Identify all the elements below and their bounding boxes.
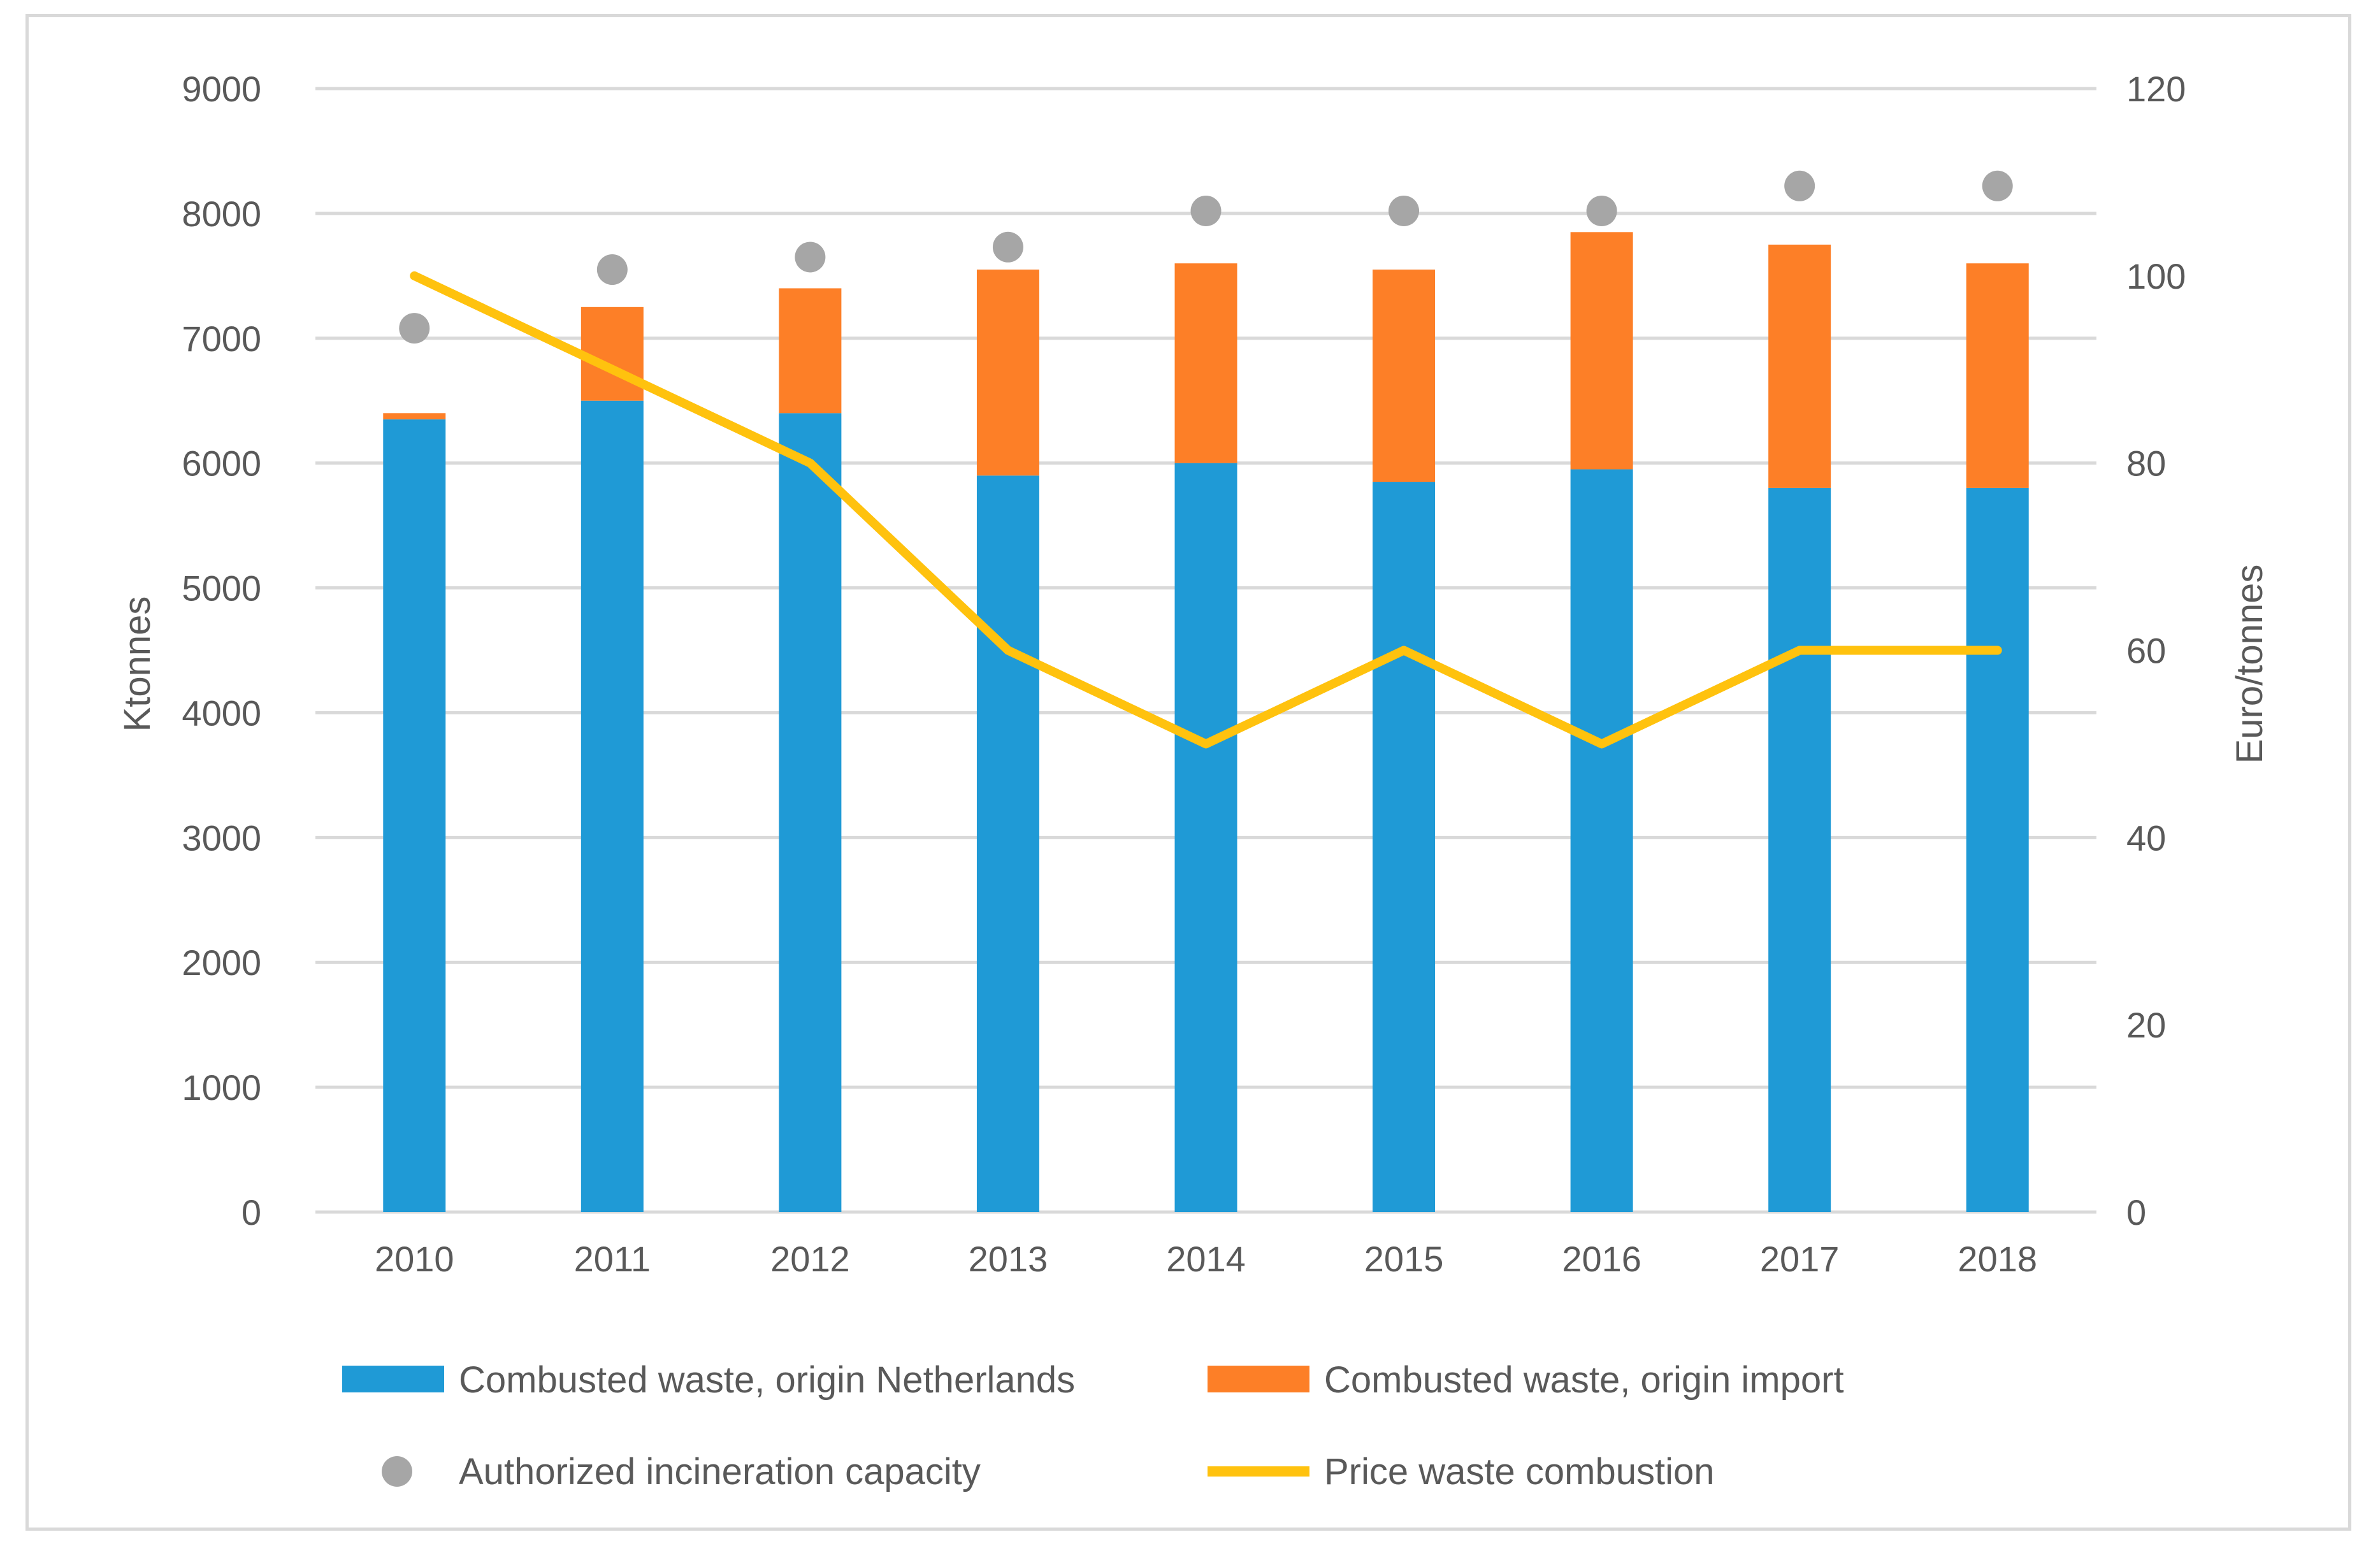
y-tick-label: 3000 bbox=[182, 818, 261, 858]
legend-item-netherlands: Combusted waste, origin Netherlands bbox=[342, 1359, 1075, 1401]
chart-frame: 0 1000 2000 3000 4000 5000 6000 7000 8000 9000 0 2… bbox=[25, 14, 2351, 1531]
bar-netherlands bbox=[1373, 482, 1436, 1212]
bar-netherlands bbox=[1768, 488, 1831, 1212]
legend-item-import: Combusted waste, origin import bbox=[1208, 1359, 1844, 1401]
legend-label-import: Combusted waste, origin import bbox=[1324, 1359, 1844, 1401]
y-tick-label: 8000 bbox=[182, 194, 261, 234]
y2-tick-label: 120 bbox=[2126, 69, 2186, 109]
bar-import bbox=[1570, 232, 1633, 470]
bar-import bbox=[779, 288, 842, 414]
capacity-dot bbox=[992, 231, 1023, 263]
bar-import bbox=[1966, 263, 2029, 488]
x-axis-ticks: 2010 2011 2012 2013 2014 2015 2016 2017 2018 bbox=[375, 1239, 2037, 1279]
bar-import bbox=[1768, 244, 1831, 488]
y-tick-label: 9000 bbox=[182, 69, 261, 109]
bar-import bbox=[1174, 263, 1237, 463]
combo-chart: 0 1000 2000 3000 4000 5000 6000 7000 8000 9000 0 2… bbox=[117, 69, 2270, 1492]
bar-import bbox=[976, 270, 1039, 476]
bar-import bbox=[1373, 270, 1436, 482]
legend: Combusted waste, origin Netherlands Comb… bbox=[342, 1359, 1844, 1492]
bar-import bbox=[581, 307, 644, 401]
legend-item-price: Price waste combustion bbox=[1208, 1451, 1714, 1492]
y-tick-label: 2000 bbox=[182, 943, 261, 983]
x-tick-label: 2018 bbox=[1958, 1239, 2037, 1279]
y-tick-label: 4000 bbox=[182, 693, 261, 733]
x-tick-label: 2016 bbox=[1562, 1239, 1641, 1279]
y2-tick-label: 60 bbox=[2126, 631, 2166, 671]
y-tick-label: 5000 bbox=[182, 568, 261, 609]
right-axis-ticks: 0 20 40 60 80 100 120 bbox=[2126, 69, 2186, 1232]
left-axis-title: Ktonnes bbox=[117, 596, 158, 732]
legend-label-price: Price waste combustion bbox=[1324, 1451, 1714, 1492]
x-tick-label: 2010 bbox=[375, 1239, 454, 1279]
capacity-dot bbox=[795, 242, 826, 273]
y-tick-label: 1000 bbox=[182, 1067, 261, 1108]
y2-tick-label: 80 bbox=[2126, 444, 2166, 484]
bars bbox=[383, 232, 2029, 1213]
legend-swatch-capacity bbox=[382, 1456, 412, 1487]
price-line bbox=[410, 271, 2002, 749]
bar-netherlands bbox=[779, 413, 842, 1213]
legend-label-netherlands: Combusted waste, origin Netherlands bbox=[459, 1359, 1075, 1401]
x-tick-label: 2017 bbox=[1760, 1239, 1840, 1279]
capacity-dot bbox=[399, 313, 430, 344]
bar-netherlands bbox=[581, 400, 644, 1213]
x-tick-label: 2014 bbox=[1166, 1239, 1246, 1279]
y2-tick-label: 40 bbox=[2126, 818, 2166, 858]
legend-swatch-netherlands bbox=[342, 1366, 444, 1392]
x-tick-label: 2013 bbox=[969, 1239, 1048, 1279]
x-tick-label: 2011 bbox=[574, 1239, 651, 1279]
y-tick-label: 7000 bbox=[182, 319, 261, 359]
bar-netherlands bbox=[1174, 463, 1237, 1212]
y-tick-label: 6000 bbox=[182, 444, 261, 484]
y2-tick-label: 0 bbox=[2126, 1192, 2146, 1232]
bar-netherlands bbox=[976, 475, 1039, 1212]
legend-item-capacity: Authorized incineration capacity bbox=[382, 1451, 981, 1492]
bar-netherlands bbox=[383, 419, 446, 1213]
y2-tick-label: 20 bbox=[2126, 1005, 2166, 1045]
capacity-dot bbox=[596, 254, 628, 285]
capacity-dot bbox=[1190, 195, 1222, 226]
right-axis-title: Euro/tonnes bbox=[2229, 565, 2270, 764]
capacity-dot bbox=[1982, 170, 2013, 201]
x-tick-label: 2015 bbox=[1364, 1239, 1444, 1279]
legend-swatch-import bbox=[1208, 1366, 1309, 1392]
bar-netherlands bbox=[1570, 469, 1633, 1212]
bar-netherlands bbox=[1966, 488, 2029, 1212]
capacity-dot bbox=[1784, 170, 1815, 201]
price-series-line bbox=[410, 271, 2002, 749]
left-axis-ticks: 0 1000 2000 3000 4000 5000 6000 7000 8000 9000 bbox=[182, 69, 261, 1232]
legend-label-capacity: Authorized incineration capacity bbox=[459, 1451, 981, 1492]
capacity-dots bbox=[399, 170, 2013, 344]
x-tick-label: 2012 bbox=[770, 1239, 850, 1279]
capacity-dot bbox=[1388, 195, 1420, 226]
capacity-dot bbox=[1586, 195, 1617, 226]
y-tick-label: 0 bbox=[242, 1192, 261, 1232]
bar-import bbox=[383, 413, 446, 420]
y2-tick-label: 100 bbox=[2126, 256, 2186, 296]
